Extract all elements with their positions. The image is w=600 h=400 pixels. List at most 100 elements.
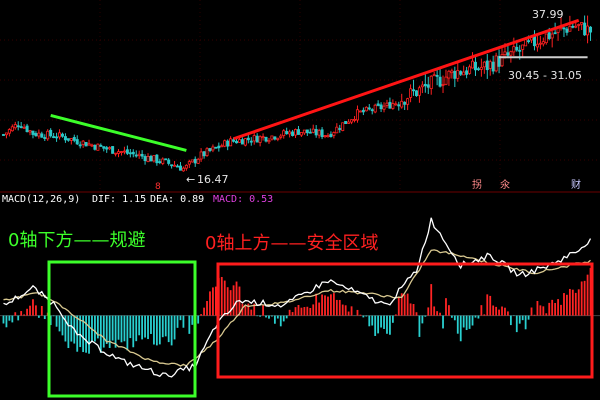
- candle-body: [397, 104, 401, 107]
- candle-body: [117, 151, 121, 154]
- candle-body: [476, 68, 480, 71]
- candle-body: [565, 28, 569, 33]
- candle-body: [385, 102, 389, 106]
- candle-body: [320, 129, 324, 138]
- candle-body: [471, 60, 475, 69]
- candle-body: [220, 145, 224, 148]
- candle-body: [279, 135, 283, 138]
- candle-body: [414, 90, 418, 97]
- candle-body: [63, 136, 67, 141]
- candle-body: [246, 137, 250, 141]
- candle-body: [146, 156, 150, 162]
- candle-body: [394, 103, 398, 106]
- candle-body: [25, 125, 29, 132]
- candle-body: [311, 128, 315, 133]
- candle-body: [217, 145, 221, 149]
- candle-body: [243, 138, 247, 146]
- candle-body: [273, 136, 277, 140]
- candle-body: [403, 101, 407, 105]
- candle-body: [367, 107, 371, 110]
- candle-body: [294, 129, 298, 136]
- candle-body: [479, 66, 483, 70]
- candle-body: [28, 130, 32, 133]
- candle-body: [119, 151, 123, 153]
- candle-body: [16, 125, 20, 128]
- candle-body: [506, 52, 510, 56]
- candle-body: [568, 26, 572, 32]
- candle-body: [512, 46, 516, 53]
- candle-body: [355, 109, 359, 121]
- candle-body: [353, 119, 357, 121]
- candle-body: [84, 142, 88, 147]
- candle-body: [261, 136, 265, 139]
- candle-body: [102, 146, 106, 149]
- candle-body: [485, 60, 489, 71]
- candle-body: [167, 159, 171, 164]
- candle-body: [173, 164, 177, 167]
- candle-body: [335, 126, 339, 134]
- candle-body: [571, 25, 575, 28]
- candle-body: [90, 144, 94, 147]
- grid-lines: [0, 0, 600, 190]
- candle-body: [459, 71, 463, 75]
- candle-body: [288, 131, 292, 135]
- candle-body: [550, 33, 554, 39]
- candle-body: [432, 74, 436, 77]
- candle-body: [462, 71, 466, 76]
- candle-body: [370, 109, 374, 112]
- candle-body: [580, 22, 584, 25]
- candle-body: [81, 140, 85, 145]
- candle-body: [96, 143, 100, 151]
- candle-body: [291, 131, 295, 136]
- candle-body: [412, 89, 416, 92]
- candle-body: [55, 136, 59, 139]
- candle-body: [199, 151, 203, 160]
- candle-body: [7, 129, 11, 134]
- candle-body: [358, 110, 362, 113]
- event-marker-3: 氽: [500, 178, 510, 191]
- candle-body: [170, 164, 174, 167]
- candle-body: [140, 153, 144, 157]
- candle-body: [589, 26, 593, 33]
- downtrend-line: [50, 114, 187, 152]
- event-marker-1: 8: [155, 182, 161, 192]
- event-marker-4: 财: [571, 178, 581, 191]
- candle-body: [553, 32, 557, 35]
- candle-body: [13, 124, 17, 129]
- candle-body: [99, 144, 103, 147]
- candle-body: [388, 101, 392, 109]
- candle-body: [302, 129, 306, 134]
- candle-body: [491, 61, 495, 72]
- candle-body: [255, 135, 259, 143]
- candle-body: [347, 121, 351, 124]
- candle-body: [420, 84, 424, 88]
- candle-body: [190, 159, 194, 163]
- candle-body: [500, 54, 504, 67]
- candle-body: [181, 167, 185, 172]
- candle-body: [202, 151, 206, 157]
- candle-body: [441, 83, 445, 86]
- candle-body: [46, 130, 50, 140]
- candle-body: [299, 132, 303, 136]
- candle-body: [456, 70, 460, 79]
- macd-histogram: [2, 268, 592, 354]
- candle-body: [205, 148, 209, 156]
- candle-body: [87, 143, 91, 146]
- candle-body: [75, 139, 79, 145]
- candle-body: [473, 61, 477, 71]
- candle-body: [373, 104, 377, 113]
- candle-body: [184, 164, 188, 169]
- candle-body: [282, 130, 286, 136]
- candle-body: [488, 61, 492, 69]
- candle-body: [518, 49, 522, 52]
- below-zero-box: [47, 260, 197, 398]
- candle-body: [31, 130, 35, 135]
- candle-body: [285, 131, 289, 135]
- candle-body: [447, 70, 451, 79]
- candle-body: [258, 136, 262, 143]
- candle-body: [296, 129, 300, 135]
- candle-body: [527, 40, 531, 43]
- macd-dif: DIF: 1.15: [92, 194, 146, 205]
- below-zero-annotation: 0轴下方——规避: [8, 230, 145, 251]
- candle-body: [105, 147, 109, 150]
